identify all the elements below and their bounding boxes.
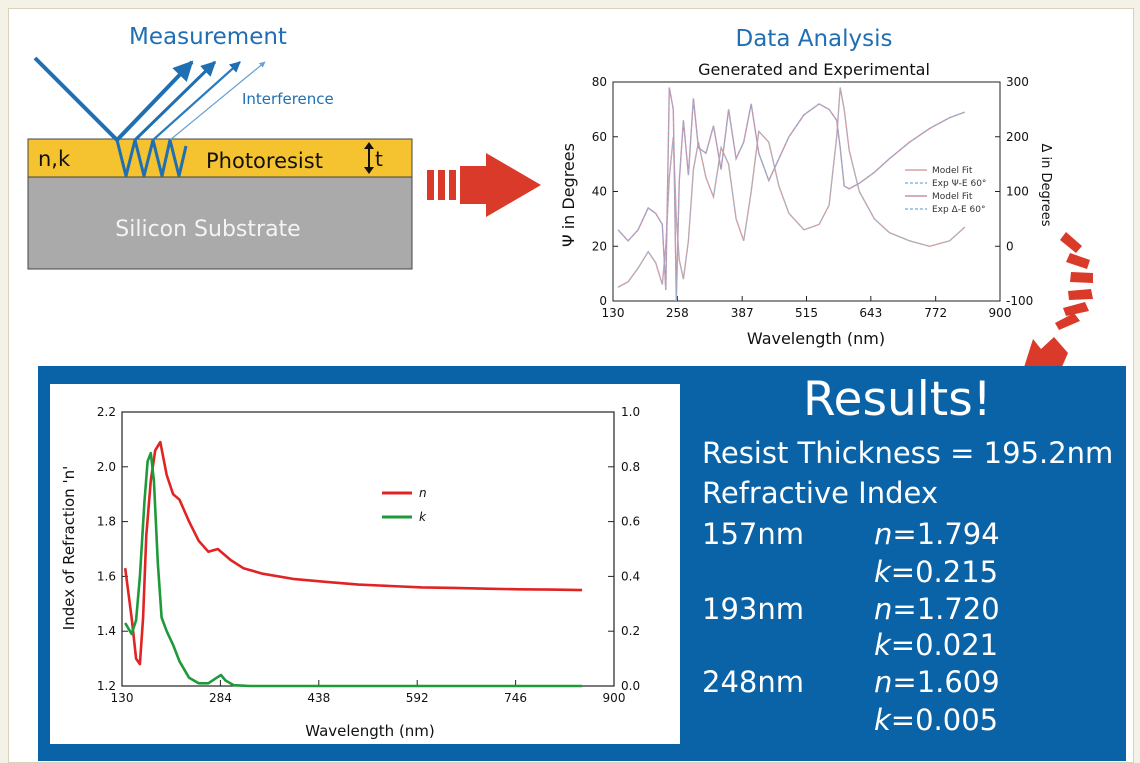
y-tick-label: 2.2 <box>97 405 116 419</box>
nk-plot-frame <box>121 411 615 687</box>
result-k-248: k=0.005 <box>874 703 998 737</box>
x-tick-label: 387 <box>731 306 754 320</box>
y-tick-label: 1.4 <box>97 624 116 638</box>
k-value: =0.021 <box>890 628 999 662</box>
results-title: Results! <box>803 372 992 427</box>
y-tick-label: 60 <box>592 130 607 144</box>
nk-ylabel: Index of Refraction 'n' <box>60 466 78 630</box>
result-wavelength-248: 248nm <box>702 665 804 699</box>
n-value: =1.794 <box>892 517 1000 551</box>
nk-label: n,k <box>38 147 71 171</box>
nk-legend: n k <box>382 486 427 524</box>
legend-label: Model Fit <box>932 166 973 176</box>
y2-tick-label: 0 <box>1006 239 1014 253</box>
substrate-label: Silicon Substrate <box>115 217 300 242</box>
y2-tick-label: -100 <box>1006 294 1033 308</box>
k-symbol: k <box>874 555 891 589</box>
k-symbol: k <box>874 628 891 662</box>
n-value: =1.609 <box>892 665 1000 699</box>
x-tick-label: 515 <box>795 306 818 320</box>
psi-legend: Model Fit Exp Ψ-E 60° Model Fit Exp Δ-E 60° <box>905 166 986 215</box>
result-k-193: k=0.021 <box>874 628 998 662</box>
reflected-beam-2 <box>133 60 217 142</box>
y2-tick-label: 300 <box>1006 75 1029 89</box>
result-n-248: n=1.609 <box>874 665 1000 699</box>
x-tick-label: 746 <box>504 691 527 705</box>
refractive-index-heading: Refractive Index <box>702 476 939 510</box>
interference-label: Interference <box>242 90 334 108</box>
y2-tick-label: 0.8 <box>621 460 640 474</box>
analysis-ylabel-left: Ψ in Degrees <box>559 143 578 247</box>
x-tick-label: 772 <box>924 306 947 320</box>
n-symbol: n <box>874 665 893 699</box>
legend-label: Exp Ψ-E 60° <box>932 179 986 189</box>
x-tick-label: 130 <box>602 306 625 320</box>
refractive-index-plot-card <box>50 384 680 744</box>
x-tick-label: 643 <box>859 306 882 320</box>
silicon-substrate <box>27 176 413 270</box>
reflected-beam-1 <box>115 60 194 142</box>
n-symbol: n <box>874 517 893 551</box>
y-tick-label: 20 <box>592 239 607 253</box>
internal-reflections <box>115 139 188 177</box>
legend-n-label: n <box>419 486 427 500</box>
x-tick-label: 284 <box>209 691 232 705</box>
flow-arrow-right-icon <box>427 153 541 217</box>
thickness-label: t <box>375 147 383 171</box>
result-wavelength-157: 157nm <box>702 517 804 551</box>
psi-delta-chart: 130 258 387 515 643 772 900 0 20 40 60 80 -100 0 100 20… <box>592 75 1034 320</box>
y-tick-label: 2.0 <box>97 460 116 474</box>
analysis-xlabel: Wavelength (nm) <box>747 329 885 348</box>
resist-thickness: Resist Thickness = 195.2nm <box>702 436 1114 470</box>
k-symbol: k <box>874 703 891 737</box>
n-symbol: n <box>874 592 893 626</box>
k-value: =0.005 <box>890 703 999 737</box>
x-tick-label: 130 <box>111 691 134 705</box>
y2-tick-label: 0.2 <box>621 624 640 638</box>
result-wavelength-193: 193nm <box>702 592 804 626</box>
measurement-title: Measurement <box>129 24 287 50</box>
analysis-title: Data Analysis <box>736 26 893 52</box>
reflected-beam-3 <box>152 61 241 141</box>
reflected-beam-4 <box>169 61 266 141</box>
series-line-k <box>124 451 583 688</box>
thickness-arrow-icon <box>364 142 374 174</box>
legend-k-label: k <box>419 510 427 524</box>
x-tick-label: 438 <box>307 691 330 705</box>
y-tick-label: 0 <box>599 294 607 308</box>
analysis-chart-title: Generated and Experimental <box>698 60 930 79</box>
y2-tick-label: 0.6 <box>621 515 640 529</box>
exp-series-line-1 <box>617 87 965 302</box>
y-tick-label: 1.6 <box>97 569 116 583</box>
y-tick-label: 1.2 <box>97 679 116 693</box>
y2-tick-label: 0.0 <box>621 679 640 693</box>
y2-tick-label: 100 <box>1006 185 1029 199</box>
y2-tick-label: 1.0 <box>621 405 640 419</box>
nk-chart: 130 284 438 592 746 900 1.2 1.4 1.6 1.8 2.0 2.2 0.0 0… <box>97 405 640 705</box>
photoresist-layer <box>27 138 413 178</box>
y-tick-label: 40 <box>592 185 607 199</box>
result-k-157: k=0.215 <box>874 555 998 589</box>
legend-label: Exp Δ-E 60° <box>932 205 986 215</box>
y2-tick-label: 0.4 <box>621 569 640 583</box>
analysis-ylabel-right: Δ in Degrees <box>1038 143 1053 226</box>
nk-xlabel: Wavelength (nm) <box>305 722 435 740</box>
result-n-157: n=1.794 <box>874 517 1000 551</box>
legend-label: Model Fit <box>932 192 973 202</box>
y2-tick-label: 200 <box>1006 130 1029 144</box>
photoresist-label: Photoresist <box>206 149 323 173</box>
k-value: =0.215 <box>890 555 999 589</box>
result-n-193: n=1.720 <box>874 592 1000 626</box>
n-value: =1.720 <box>892 592 1000 626</box>
x-tick-label: 592 <box>406 691 429 705</box>
x-tick-label: 258 <box>666 306 689 320</box>
series-line-n <box>123 440 583 666</box>
incident-beam <box>33 56 119 142</box>
y-tick-label: 1.8 <box>97 515 116 529</box>
y-tick-label: 80 <box>592 75 607 89</box>
x-tick-label: 900 <box>603 691 626 705</box>
x-tick-label: 900 <box>989 306 1012 320</box>
